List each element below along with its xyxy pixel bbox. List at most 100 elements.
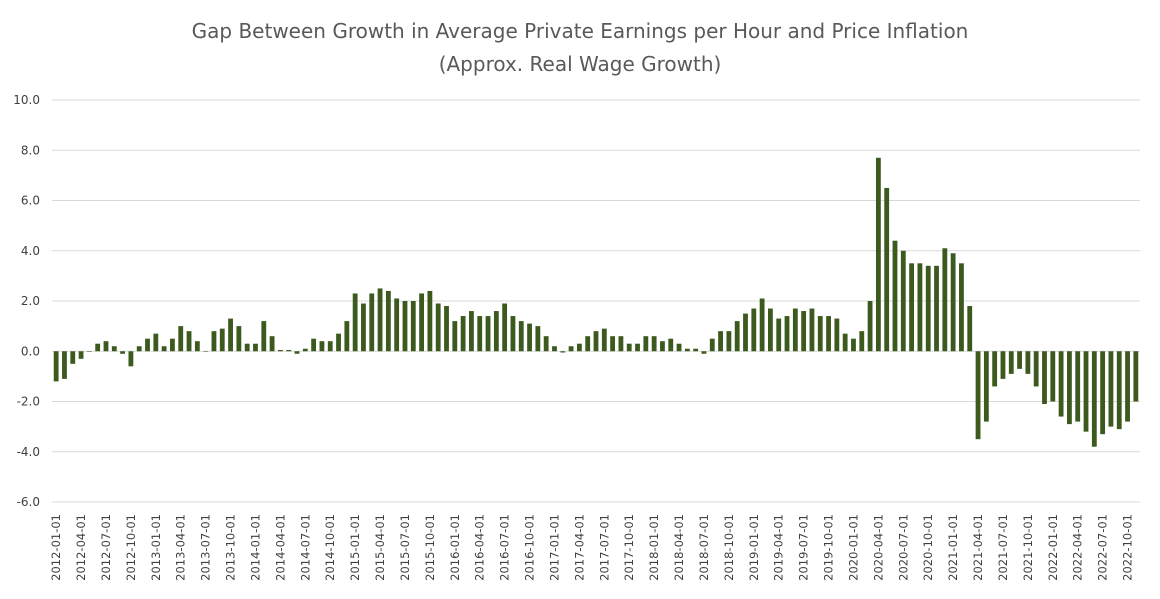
- bar: [560, 351, 566, 353]
- x-tick-label: 2021-01-01: [946, 514, 960, 581]
- bar: [95, 343, 101, 352]
- x-tick-label: 2022-10-01: [1121, 514, 1135, 581]
- bar: [136, 346, 142, 352]
- bar: [585, 336, 591, 352]
- bar: [444, 306, 449, 352]
- y-tick-label: -2.0: [17, 395, 40, 409]
- bar: [419, 293, 424, 352]
- x-tick-label: 2022-01-01: [1046, 514, 1060, 581]
- bar: [70, 351, 76, 364]
- bar: [261, 321, 267, 352]
- bar: [1067, 351, 1072, 425]
- bar: [983, 351, 989, 422]
- bar: [510, 316, 516, 352]
- bar: [427, 290, 433, 352]
- x-tick-label: 2017-10-01: [622, 514, 636, 581]
- bar: [1125, 351, 1130, 422]
- bar: [784, 316, 790, 352]
- bar: [86, 351, 92, 352]
- x-tick-label: 2018-07-01: [697, 514, 711, 581]
- bar: [817, 316, 823, 352]
- bar: [402, 301, 408, 352]
- x-axis: 2012-01-01 2012-04-01 2012-07-01 2012-10-01…: [49, 514, 1134, 581]
- bar: [153, 333, 159, 352]
- bar: [336, 333, 341, 352]
- bar: [1091, 351, 1097, 447]
- bar: [377, 288, 383, 352]
- x-tick-label: 2017-01-01: [547, 514, 561, 581]
- bar: [128, 351, 134, 367]
- x-tick-label: 2013-07-01: [199, 514, 213, 581]
- bar: [161, 346, 167, 352]
- bar: [211, 331, 217, 352]
- x-tick-label: 2017-04-01: [572, 514, 586, 581]
- chart-subtitle: (Approx. Real Wage Growth): [439, 52, 722, 76]
- bar: [103, 341, 109, 352]
- bar: [684, 348, 690, 352]
- bar: [111, 346, 117, 352]
- x-tick-label: 2021-10-01: [1021, 514, 1035, 581]
- bar: [1042, 351, 1047, 405]
- bar: [917, 263, 923, 352]
- y-tick-label: 8.0: [21, 143, 40, 157]
- bar: [178, 326, 184, 352]
- bar: [311, 338, 317, 352]
- bar: [369, 293, 375, 352]
- bar: [518, 321, 524, 352]
- bar: [493, 311, 499, 352]
- bar: [286, 349, 292, 352]
- bar: [959, 263, 964, 352]
- bar: [942, 248, 948, 352]
- bar: [477, 316, 483, 352]
- bar: [701, 351, 707, 354]
- bar: [294, 351, 300, 354]
- y-tick-label: 10.0: [13, 93, 40, 107]
- bar: [1008, 351, 1014, 374]
- bar: [1050, 351, 1056, 402]
- bar: [975, 351, 981, 440]
- bar: [62, 351, 67, 379]
- bar: [718, 331, 723, 352]
- x-tick-label: 2016-07-01: [498, 514, 512, 581]
- bar: [1133, 351, 1139, 402]
- x-tick-label: 2022-04-01: [1071, 514, 1085, 581]
- bar: [726, 331, 732, 352]
- bar: [734, 321, 740, 352]
- bar: [269, 336, 275, 352]
- x-tick-label: 2013-10-01: [224, 514, 238, 581]
- x-tick-label: 2018-04-01: [672, 514, 686, 581]
- gridlines: [52, 99, 1140, 503]
- x-tick-label: 2016-10-01: [523, 514, 537, 581]
- bar: [485, 316, 491, 352]
- bar: [967, 306, 973, 352]
- bar: [1108, 351, 1114, 427]
- bar: [768, 308, 773, 352]
- bar: [1100, 351, 1106, 435]
- x-tick-label: 2019-07-01: [797, 514, 811, 581]
- y-tick-label: 6.0: [21, 194, 40, 208]
- bar: [302, 348, 308, 352]
- bar: [851, 338, 856, 352]
- bar: [1017, 351, 1022, 369]
- bar: [120, 351, 126, 354]
- x-tick-label: 2019-04-01: [772, 514, 786, 581]
- bar: [900, 250, 906, 352]
- bar: [435, 303, 441, 352]
- bar: [253, 343, 258, 352]
- bar: [236, 326, 242, 352]
- bar: [992, 351, 998, 387]
- bar: [344, 321, 350, 352]
- x-tick-label: 2018-10-01: [722, 514, 736, 581]
- x-tick-label: 2013-01-01: [149, 514, 163, 581]
- x-tick-label: 2014-04-01: [273, 514, 287, 581]
- bar: [867, 301, 873, 352]
- bar: [410, 301, 416, 352]
- bar: [743, 313, 748, 352]
- bar: [1058, 351, 1064, 417]
- bar: [53, 351, 59, 382]
- x-tick-label: 2014-01-01: [248, 514, 262, 581]
- bar: [327, 341, 333, 352]
- x-tick-label: 2021-07-01: [996, 514, 1010, 581]
- bar: [170, 338, 175, 352]
